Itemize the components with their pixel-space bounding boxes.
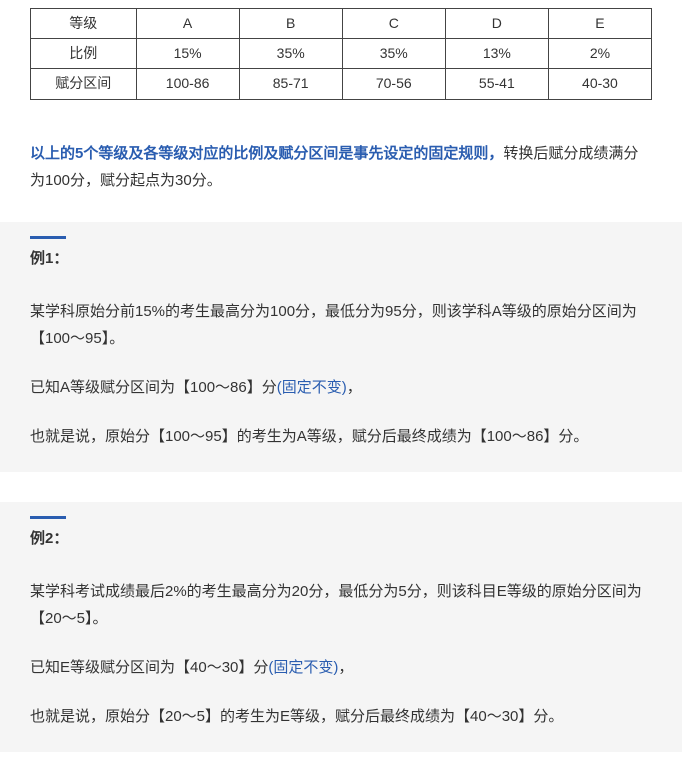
example-paragraph: 已知E等级赋分区间为【40～30】分(固定不变)， bbox=[30, 654, 652, 681]
table-cell: A bbox=[136, 9, 239, 39]
grade-table-container: 等级 A B C D E 比例 15% 35% 35% 13% 2% 赋分区间 … bbox=[0, 0, 682, 100]
table-row: 等级 A B C D E bbox=[31, 9, 652, 39]
example-paragraph: 某学科考试成绩最后2%的考生最高分为20分，最低分为5分，则该科目E等级的原始分… bbox=[30, 578, 652, 632]
example-box-2: 例2： 某学科考试成绩最后2%的考生最高分为20分，最低分为5分，则该科目E等级… bbox=[0, 502, 682, 752]
example-paragraph: 某学科原始分前15%的考生最高分为100分，最低分为95分，则该学科A等级的原始… bbox=[30, 298, 652, 352]
fixed-note: (固定不变) bbox=[277, 379, 347, 396]
table-cell: C bbox=[342, 9, 445, 39]
title-accent-bar bbox=[30, 516, 66, 519]
table-cell: 70-56 bbox=[342, 69, 445, 99]
example-text: 已知E等级赋分区间为【40～30】分 bbox=[30, 659, 268, 676]
example-title: 例1： bbox=[30, 245, 652, 272]
example-text: 已知A等级赋分区间为【100～86】分 bbox=[30, 379, 277, 396]
intro-emphasis: 以上的5个等级及各等级对应的比例及赋分区间是事先设定的固定规则， bbox=[30, 145, 503, 162]
example-paragraph: 已知A等级赋分区间为【100～86】分(固定不变)， bbox=[30, 374, 652, 401]
table-cell: 55-41 bbox=[445, 69, 548, 99]
table-row: 赋分区间 100-86 85-71 70-56 55-41 40-30 bbox=[31, 69, 652, 99]
table-cell: D bbox=[445, 9, 548, 39]
example-text: ， bbox=[347, 379, 362, 396]
table-cell: 40-30 bbox=[548, 69, 651, 99]
table-cell: E bbox=[548, 9, 651, 39]
example-paragraph: 也就是说，原始分【20～5】的考生为E等级，赋分后最终成绩为【40～30】分。 bbox=[30, 703, 652, 730]
example-text: ， bbox=[338, 659, 353, 676]
table-cell: 35% bbox=[239, 39, 342, 69]
row-label: 等级 bbox=[31, 9, 137, 39]
title-accent-bar bbox=[30, 236, 66, 239]
table-cell: 35% bbox=[342, 39, 445, 69]
row-label: 比例 bbox=[31, 39, 137, 69]
table-cell: 2% bbox=[548, 39, 651, 69]
table-row: 比例 15% 35% 35% 13% 2% bbox=[31, 39, 652, 69]
table-cell: 100-86 bbox=[136, 69, 239, 99]
example-title: 例2： bbox=[30, 525, 652, 552]
table-cell: B bbox=[239, 9, 342, 39]
example-box-1: 例1： 某学科原始分前15%的考生最高分为100分，最低分为95分，则该学科A等… bbox=[0, 222, 682, 472]
table-cell: 13% bbox=[445, 39, 548, 69]
fixed-note: (固定不变) bbox=[268, 659, 338, 676]
grade-table: 等级 A B C D E 比例 15% 35% 35% 13% 2% 赋分区间 … bbox=[30, 8, 652, 100]
table-cell: 15% bbox=[136, 39, 239, 69]
row-label: 赋分区间 bbox=[31, 69, 137, 99]
example-paragraph: 也就是说，原始分【100～95】的考生为A等级，赋分后最终成绩为【100～86】… bbox=[30, 423, 652, 450]
intro-paragraph: 以上的5个等级及各等级对应的比例及赋分区间是事先设定的固定规则，转换后赋分成绩满… bbox=[0, 100, 682, 222]
table-cell: 85-71 bbox=[239, 69, 342, 99]
